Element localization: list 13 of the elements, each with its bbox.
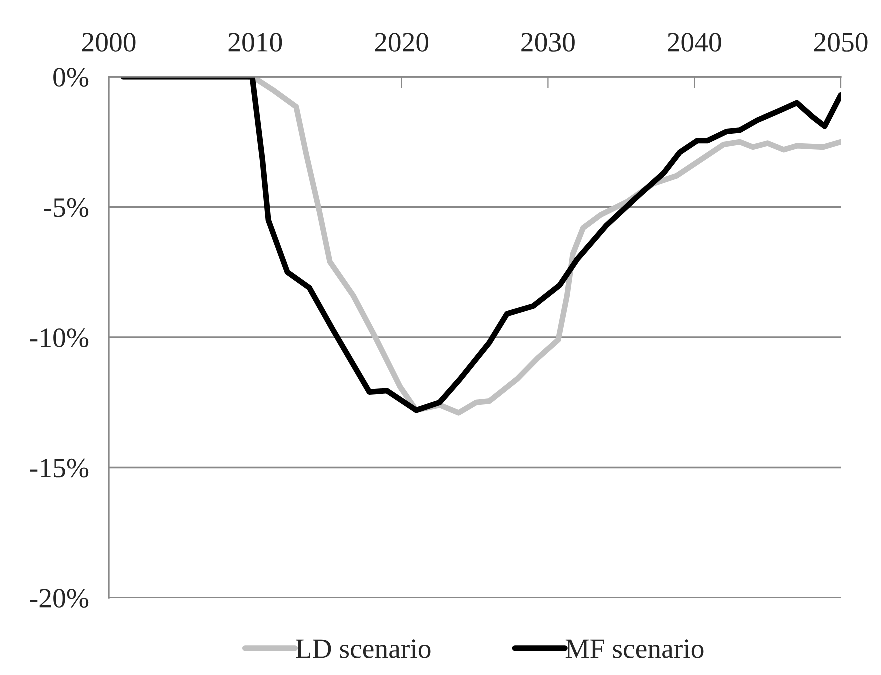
x-tick-label: 2020 — [375, 33, 429, 52]
legend-label: MF scenario — [566, 640, 704, 658]
x-tick-label: 2040 — [668, 33, 722, 52]
x-tick-label: 2030 — [522, 33, 575, 52]
y-tick-label: -10% — [30, 328, 89, 348]
x-tick-label: 2010 — [228, 33, 282, 52]
x-tick-label: 2050 — [814, 33, 868, 52]
y-tick-label: -15% — [30, 458, 89, 478]
x-tick-label: 2000 — [82, 33, 136, 52]
y-tick-label: 0% — [54, 68, 89, 87]
y-tick-label: -5% — [44, 198, 89, 218]
y-tick-label: -20% — [30, 589, 89, 608]
legend-label: LD scenario — [296, 640, 431, 658]
